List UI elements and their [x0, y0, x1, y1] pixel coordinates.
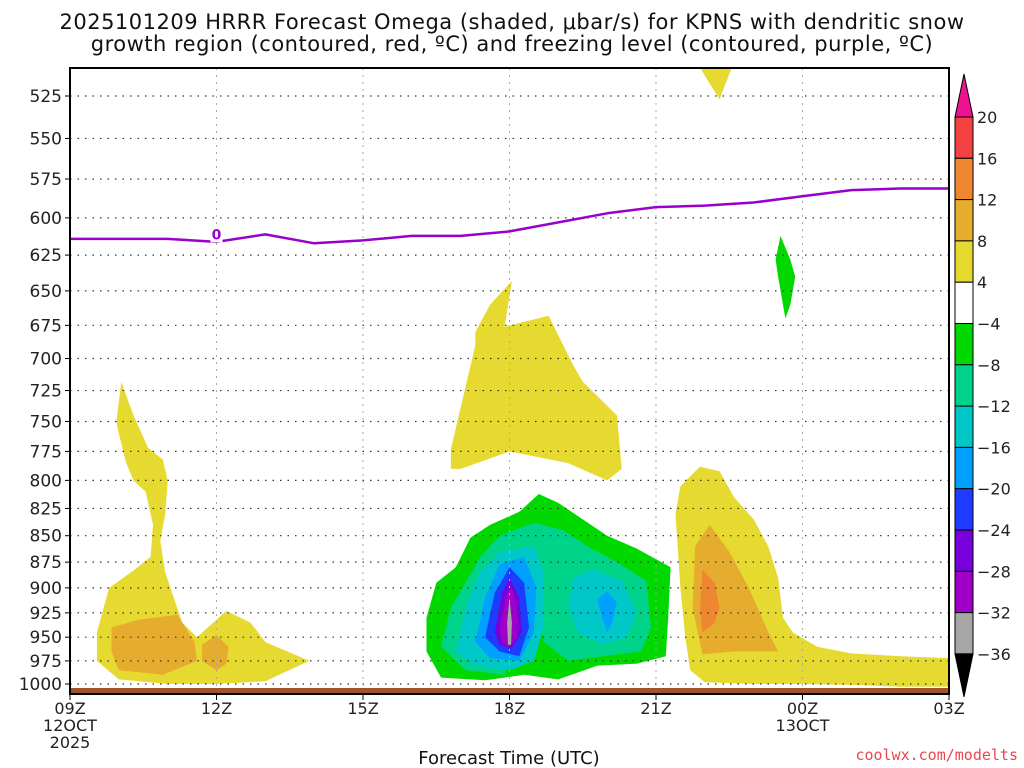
- x-tick-label: 12Z: [201, 699, 232, 718]
- x-tick-label: 00Z: [787, 699, 818, 718]
- colorbar-tick-label: 4: [977, 273, 987, 292]
- freezing-level-layer: 0: [70, 187, 949, 245]
- colorbar-tick-label: 12: [977, 191, 997, 210]
- shade-mid-plume: [450, 281, 622, 481]
- colorbar-swatch: [954, 116, 974, 159]
- y-tick-label: 800: [30, 471, 62, 491]
- colorbar-swatch: [954, 488, 974, 531]
- y-tick-label: 625: [30, 246, 62, 266]
- y-tick-label: 875: [30, 553, 62, 573]
- y-tick-label: 575: [30, 170, 62, 190]
- colorbar-tick-label: 20: [977, 108, 997, 127]
- colorbar-swatch: [954, 281, 974, 325]
- y-tick-label: 1000: [19, 675, 62, 695]
- x-tick-label: 15Z: [347, 699, 378, 718]
- x-tick-label: 03Z: [933, 699, 964, 718]
- colorbar-tick-label: −16: [977, 438, 1011, 457]
- shade-upper-ascent: [700, 67, 732, 100]
- y-tick-label: 925: [30, 604, 62, 624]
- shade-early-ascent: [96, 381, 310, 684]
- colorbar-swatch: [954, 612, 974, 655]
- y-tick-label: 675: [30, 316, 62, 336]
- chart-title-line-2: growth region (contoured, red, ºC) and f…: [90, 32, 934, 56]
- colorbar-swatch: [954, 529, 974, 572]
- x-axis-title: Forecast Time (UTC): [418, 748, 599, 768]
- credit-link[interactable]: coolwx.com/modelts: [855, 746, 1018, 764]
- x-tick-label: 09Z: [54, 699, 85, 718]
- y-tick-label: 700: [30, 350, 62, 370]
- freezing-level-line: [70, 187, 949, 245]
- shade-early-max: [111, 614, 197, 675]
- ground-layer: [70, 688, 949, 694]
- y-tick-label: 775: [30, 442, 62, 462]
- colorbar-tick-label: −4: [977, 315, 1001, 334]
- colorbar-tick-label: −8: [977, 356, 1001, 375]
- x-tick-label: 21Z: [640, 699, 671, 718]
- omega-shading-layer: [96, 67, 949, 687]
- colorbar-swatch: [954, 364, 974, 407]
- colorbar-arrow-top: [954, 73, 974, 118]
- colorbar-swatch: [954, 157, 974, 201]
- colorbar-arrow-bottom: [954, 653, 974, 698]
- y-tick-label: 825: [30, 499, 62, 519]
- colorbar-tick-label: −20: [977, 480, 1011, 499]
- colorbar-swatch: [954, 323, 974, 366]
- x-tick-label: 18Z: [494, 699, 525, 718]
- colorbar-swatch: [954, 570, 974, 614]
- colorbar-swatch: [954, 240, 974, 283]
- shade-upper-descent: [775, 235, 796, 319]
- chart-title-line-1: 2025101209 HRRR Forecast Omega (shaded, …: [59, 10, 965, 34]
- x-tick-label: 13OCT: [776, 716, 830, 735]
- y-axis: 525 550 575 600 625 650 675 700 725 750 775 800 825 8…: [19, 87, 70, 695]
- colorbar-tick-label: −24: [977, 521, 1011, 540]
- shade-late-core: [700, 569, 720, 633]
- x-tick-label: 12OCT: [43, 716, 97, 735]
- y-tick-label: 600: [30, 209, 62, 229]
- colorbar-tick-label: 16: [977, 149, 997, 168]
- colorbar-swatch: [954, 405, 974, 448]
- colorbar-tick-label: 8: [977, 232, 987, 251]
- colorbar-swatch: [954, 446, 974, 490]
- y-tick-label: 550: [30, 129, 62, 149]
- shade-secondary-max: [201, 635, 229, 671]
- colorbar: 20 16 12 8 4 −4 −8 −12 −16 −20 −24 −28 −32 −36: [954, 73, 1011, 698]
- y-tick-label: 975: [30, 652, 62, 672]
- y-tick-label: 900: [30, 579, 62, 599]
- freezing-level-label: 0: [212, 227, 222, 243]
- colorbar-tick-label: −32: [977, 604, 1011, 623]
- y-tick-label: 750: [30, 412, 62, 432]
- y-tick-label: 950: [30, 628, 62, 648]
- x-tick-label: 2025: [50, 733, 91, 752]
- colorbar-tick-label: −36: [977, 645, 1011, 664]
- freezing-level-label-bg: [210, 226, 223, 243]
- shade-descent-16b: [597, 590, 617, 633]
- y-tick-label: 725: [30, 382, 62, 402]
- y-tick-label: 525: [30, 87, 62, 107]
- y-tick-label: 650: [30, 282, 62, 302]
- colorbar-tick-label: −12: [977, 397, 1011, 416]
- y-tick-label: 850: [30, 527, 62, 547]
- ground-strip: [70, 688, 949, 694]
- colorbar-swatch: [954, 199, 974, 242]
- colorbar-tick-label: −28: [977, 562, 1011, 581]
